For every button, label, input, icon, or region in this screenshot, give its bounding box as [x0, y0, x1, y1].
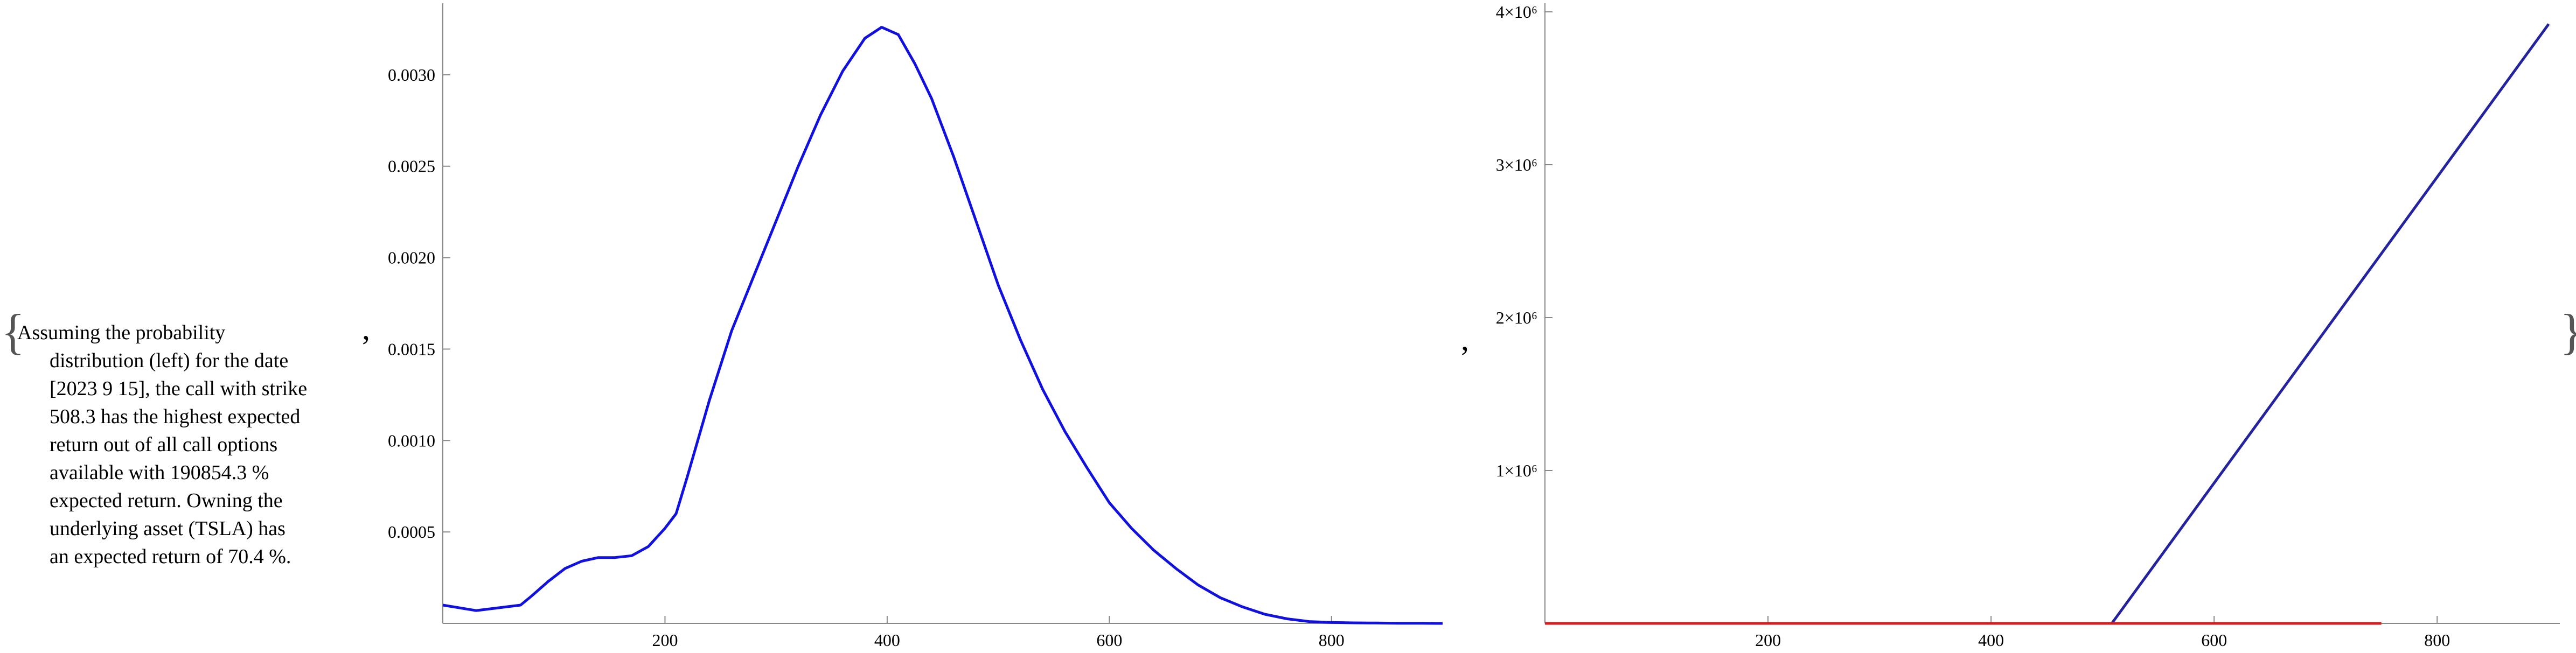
x-tick-label: 800 [2424, 630, 2450, 650]
x-tick-label: 800 [1319, 630, 1345, 650]
y-tick-label: 2×10⁶ [1496, 308, 1537, 327]
description-text: Assuming the probability distribution (l… [17, 319, 362, 571]
y-tick-label: 0.0015 [388, 339, 435, 359]
series-line [442, 26, 1443, 625]
x-tick-label: 200 [1755, 630, 1781, 650]
open-brace: { [1, 304, 25, 359]
description-line: an expected return of 70.4 %. [50, 545, 291, 568]
description-line: [2023 9 15], the call with strike [50, 377, 308, 401]
separator-comma: , [362, 311, 370, 346]
y-tick-label: 0.0030 [388, 65, 435, 85]
x-tick-label: 400 [874, 630, 900, 650]
y-tick-label: 4×10⁶ [1496, 2, 1537, 22]
y-tick-label: 0.0005 [388, 522, 435, 542]
y-tick-label: 0.0010 [388, 431, 435, 450]
description-line: return out of all call options [50, 433, 278, 457]
y-tick-label: 3×10⁶ [1496, 155, 1537, 174]
description-line: 508.3 has the highest expected [50, 405, 301, 429]
description-line: Assuming the probability [17, 321, 226, 344]
series-line [1545, 23, 2550, 625]
description-line: expected return. Owning the [50, 489, 283, 512]
y-tick-label: 0.0025 [388, 157, 435, 176]
description-line: underlying asset (TSLA) has [50, 517, 286, 540]
y-tick-label: 1×10⁶ [1496, 461, 1537, 480]
close-brace: } [2560, 307, 2576, 356]
description-line: available with 190854.3 % [50, 461, 269, 485]
description-line: distribution (left) for the date [50, 349, 289, 373]
x-tick-label: 200 [652, 630, 678, 650]
x-tick-label: 600 [2201, 630, 2227, 650]
separator-comma: , [1461, 321, 1469, 357]
x-tick-label: 400 [1978, 630, 2004, 650]
x-tick-label: 600 [1096, 630, 1122, 650]
probability-density-chart: 200 400 600 800 0.0005 0.0010 0.0015 0.0020 0.00… [388, 3, 1443, 650]
y-tick-label: 0.0020 [388, 248, 435, 268]
